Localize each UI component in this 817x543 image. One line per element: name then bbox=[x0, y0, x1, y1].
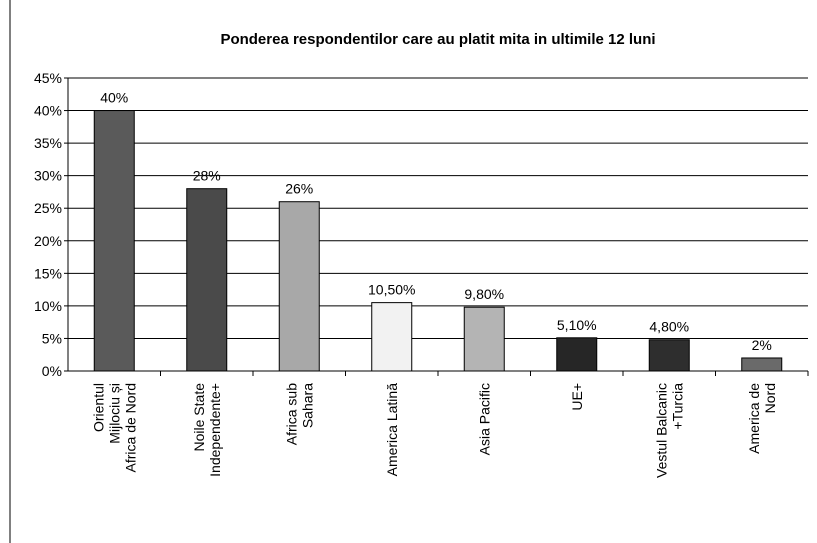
x-tick-label: Vestul Balcanic+Turcia bbox=[653, 383, 685, 478]
chart-title: Ponderea respondentilor care au platit m… bbox=[220, 31, 655, 48]
y-tick-label: 0% bbox=[42, 363, 62, 379]
data-label: 40% bbox=[100, 90, 128, 106]
y-tick-label: 5% bbox=[42, 330, 62, 346]
bar bbox=[741, 357, 783, 372]
bar bbox=[371, 302, 413, 372]
x-tick-label: Asia Pacific bbox=[476, 383, 492, 455]
y-tick-label: 45% bbox=[34, 70, 62, 86]
y-tick-label: 10% bbox=[34, 298, 62, 314]
y-tick-label: 25% bbox=[34, 200, 62, 216]
y-tick-label: 30% bbox=[34, 168, 62, 184]
bar bbox=[463, 306, 505, 372]
bar bbox=[278, 201, 320, 372]
y-tick-label: 40% bbox=[34, 103, 62, 119]
x-tick-label: Noile StateIndependente+ bbox=[191, 383, 223, 477]
data-label: 9,80% bbox=[464, 286, 504, 302]
data-label: 4,80% bbox=[649, 319, 689, 335]
bar bbox=[556, 337, 598, 372]
data-label: 28% bbox=[193, 168, 221, 184]
data-label: 26% bbox=[285, 181, 313, 197]
data-label: 5,10% bbox=[557, 317, 597, 333]
x-tick-label: Africa subSahara bbox=[283, 383, 315, 445]
y-tick-label: 35% bbox=[34, 135, 62, 151]
y-tick-label: 15% bbox=[34, 265, 62, 281]
data-label: 2% bbox=[752, 337, 772, 353]
x-tick-label: America deNord bbox=[746, 383, 778, 454]
y-tick-label: 20% bbox=[34, 233, 62, 249]
bar bbox=[648, 339, 690, 372]
x-tick-label: America Latină bbox=[384, 383, 400, 477]
data-label: 10,50% bbox=[368, 282, 415, 298]
x-tick-label: UE+ bbox=[569, 383, 585, 411]
bar bbox=[93, 110, 135, 372]
bar bbox=[186, 188, 228, 372]
x-tick-label: OrientulMijlociu șiAfrica de Nord bbox=[90, 383, 138, 472]
